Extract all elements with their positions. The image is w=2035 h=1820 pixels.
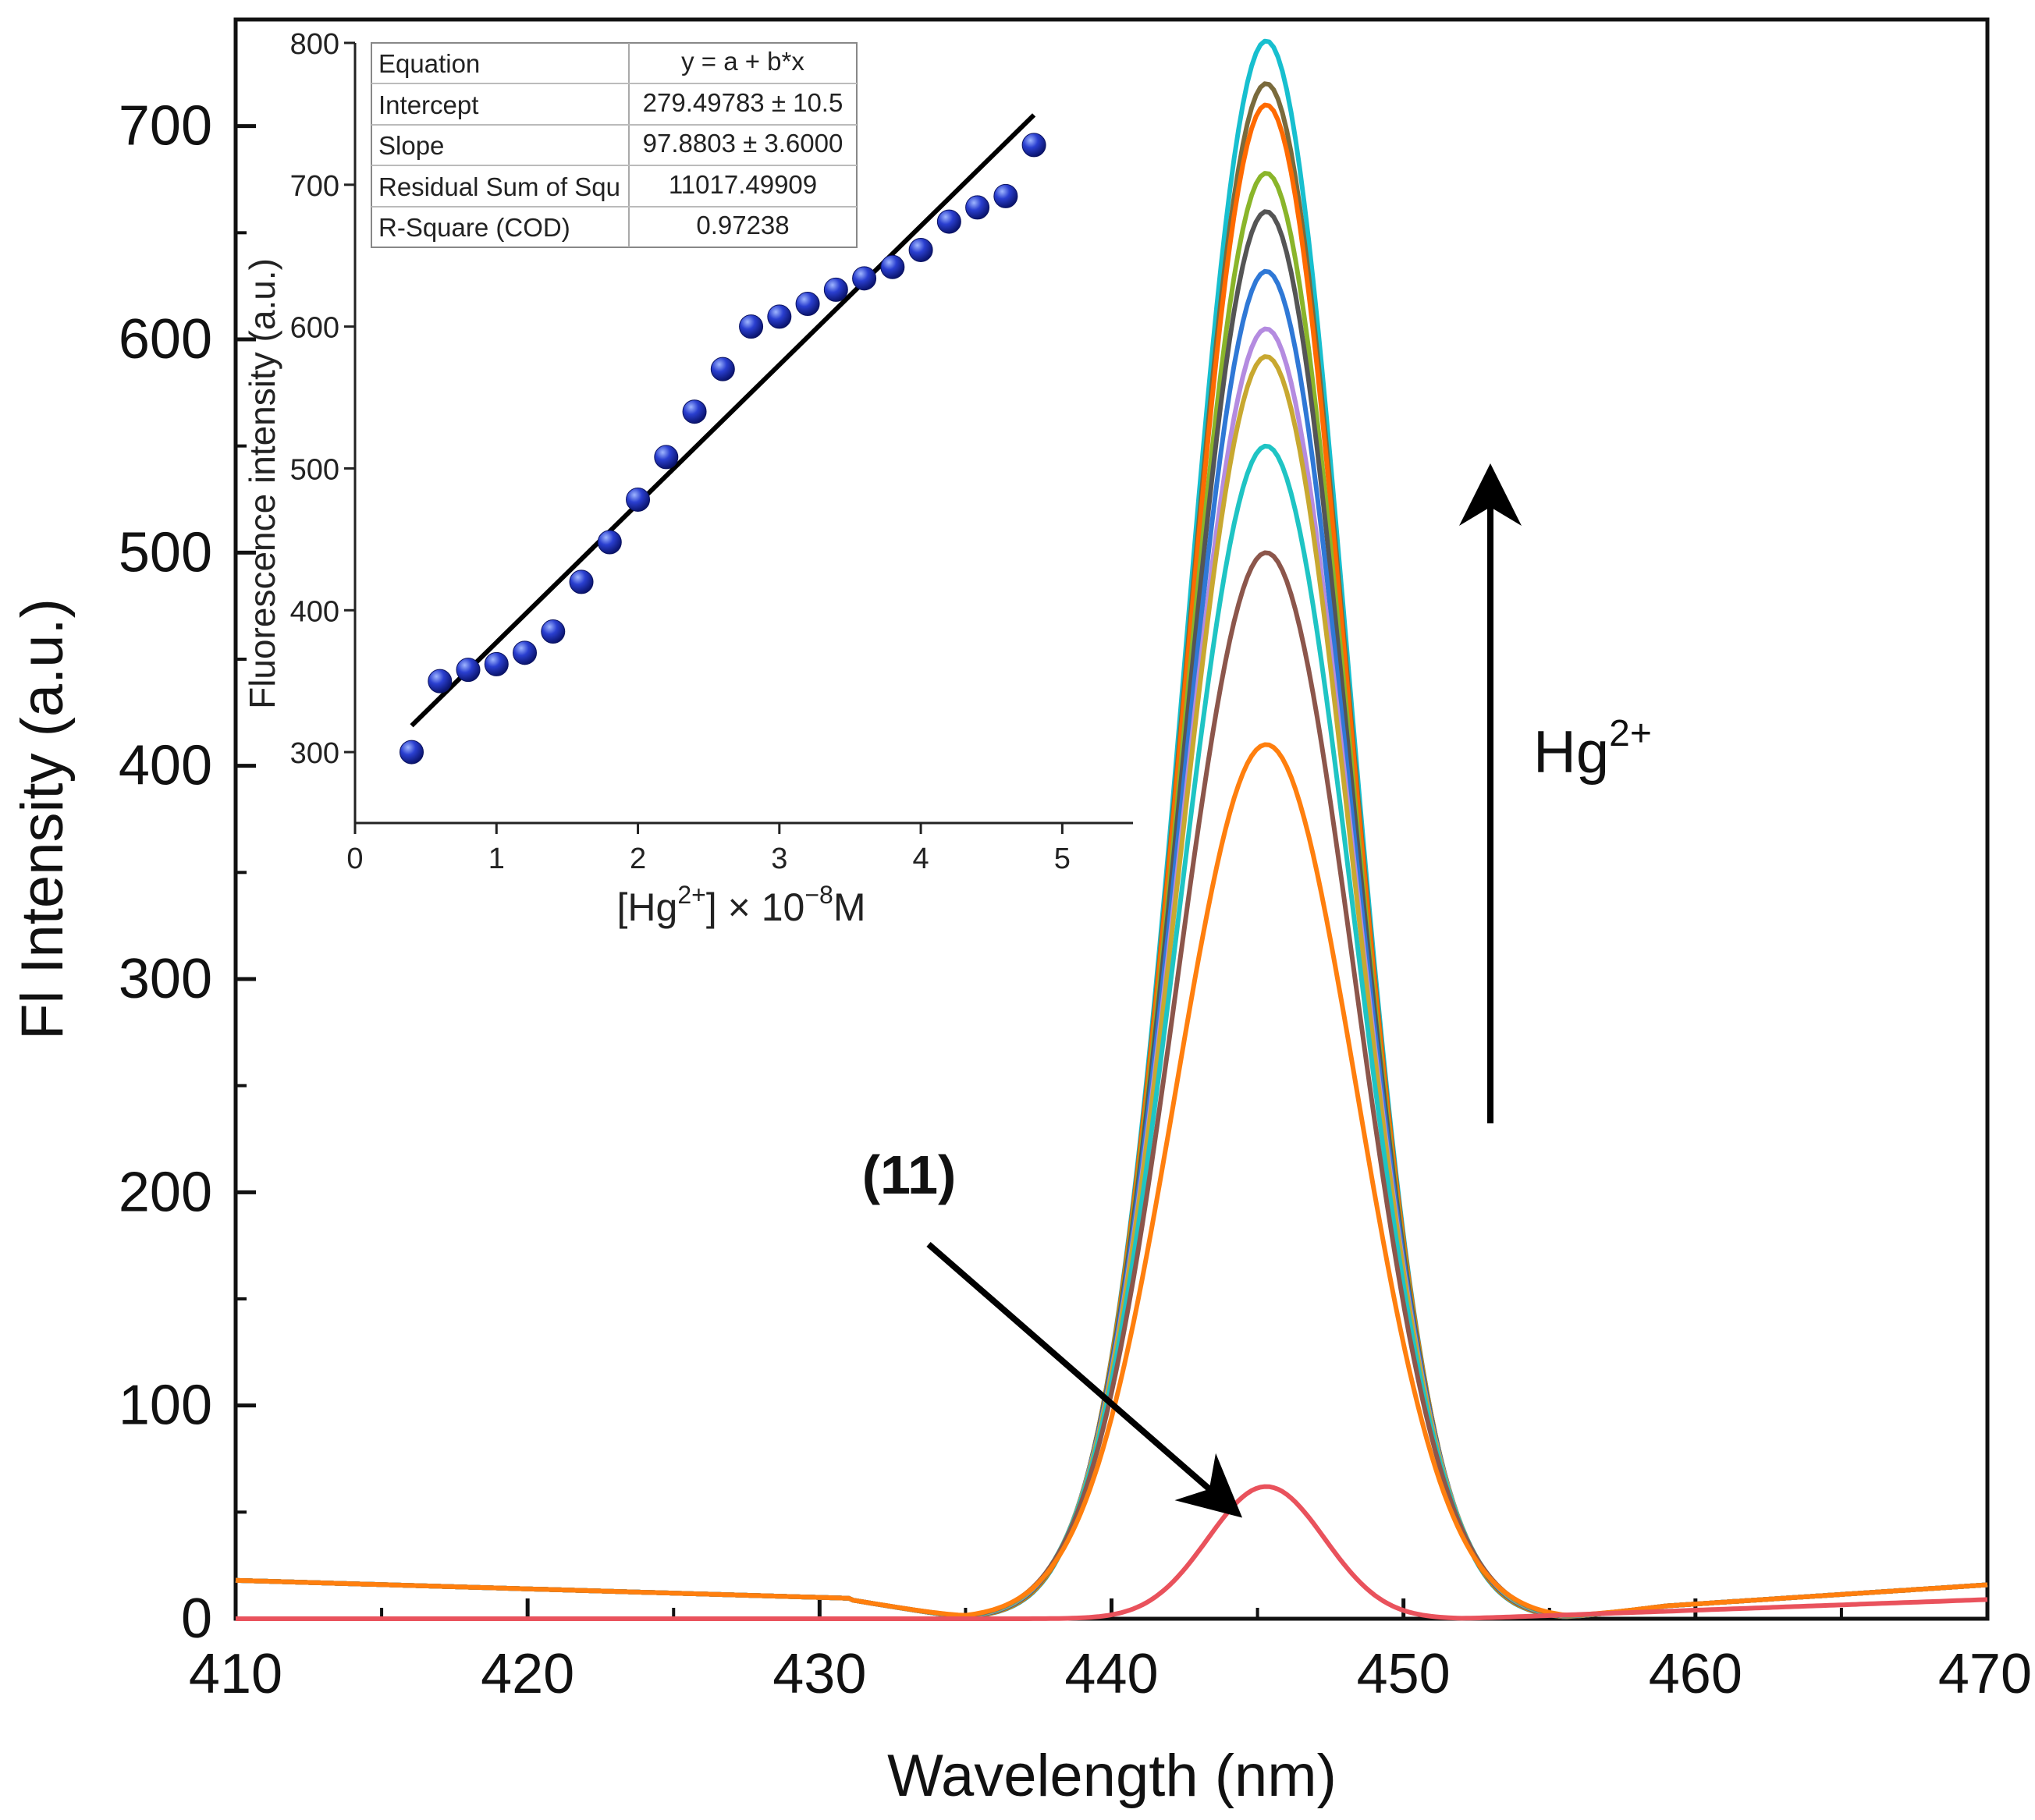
inset-data-point	[739, 314, 764, 339]
main-y-tick-label: 600	[119, 308, 212, 371]
inset-x-tick-label: 4	[913, 843, 929, 875]
inset-data-point	[908, 237, 933, 262]
inset-data-point	[993, 183, 1018, 208]
main-y-tick-label: 100	[119, 1375, 212, 1437]
spectrum-line	[235, 550, 1988, 1618]
fit-table-label-slope: Slope	[378, 131, 444, 160]
inset-x-label-end: M	[833, 885, 866, 929]
inset-data-point	[654, 445, 679, 470]
inset-data-point	[710, 357, 735, 381]
spectrum-line	[235, 354, 1988, 1619]
main-x-tick-label: 450	[1357, 1643, 1451, 1705]
main-y-axis-label: Fl Intensity (a.u.)	[9, 598, 76, 1040]
main-y-tick-label: 400	[119, 735, 212, 797]
hg-arrow-label-main: Hg	[1533, 719, 1609, 786]
inset-chart: 300 400 500 600 700 800 0 1 2 3 4 5 Fluorescence i…	[242, 28, 1133, 929]
inset-y-tick-label: 600	[290, 312, 339, 345]
main-y-axis: 0 100 200 300 400 500 600 700	[119, 95, 256, 1650]
inset-y-tick-label: 300	[290, 737, 339, 770]
fit-table-label-equation: Equation	[378, 49, 480, 78]
annotation-11-arrow	[926, 1241, 1243, 1518]
main-x-tick-label: 410	[189, 1643, 282, 1705]
main-spectra	[235, 38, 1988, 1621]
main-x-axis-label: Wavelength (nm)	[887, 1743, 1337, 1809]
main-x-tick-label: 460	[1649, 1643, 1742, 1705]
main-x-tick-label: 430	[772, 1643, 866, 1705]
inset-y-axis-label: Fluorescence intensity (a.u.)	[242, 258, 282, 709]
spectrum-line	[236, 1484, 1988, 1621]
inset-data-point	[823, 277, 848, 302]
main-x-tick-label: 470	[1938, 1643, 2032, 1705]
spectrum-line	[235, 742, 1988, 1618]
inset-data-point	[513, 640, 538, 665]
main-y-tick-label: 500	[119, 521, 212, 584]
inset-y-axis: 300 400 500 600 700 800	[290, 28, 355, 770]
fit-table-label-rsquare: R-Square (COD)	[378, 213, 570, 242]
inset-data-point	[456, 658, 481, 683]
inset-data-point	[767, 304, 792, 329]
main-y-tick-label: 0	[181, 1588, 212, 1650]
main-y-tick-label: 700	[119, 95, 212, 158]
inset-data-point	[936, 209, 961, 234]
main-y-tick-label: 200	[119, 1161, 212, 1223]
main-x-axis: 410 420 430 440 450 460 470	[189, 1598, 2032, 1705]
inset-x-label-sup1: 2+	[677, 881, 705, 909]
inset-y-tick-label: 500	[290, 453, 339, 486]
inset-x-tick-label: 5	[1054, 843, 1071, 875]
inset-data-point	[880, 254, 905, 279]
fit-table-value-slope: 97.8803 ± 3.6000	[643, 129, 843, 158]
inset-y-tick-label: 700	[290, 170, 339, 203]
fit-table-value-intercept: 279.49783 ± 10.5	[643, 88, 843, 117]
inset-x-label-sup2: −8	[804, 881, 833, 909]
inset-y-tick-label: 800	[290, 28, 339, 61]
inset-x-label-main: [Hg	[617, 885, 678, 929]
inset-data-point	[626, 487, 651, 512]
inset-data-point	[428, 669, 453, 694]
inset-data-point	[965, 195, 990, 220]
inset-x-axis: 0 1 2 3 4 5	[346, 823, 1071, 875]
main-y-tick-label: 300	[119, 948, 212, 1010]
inset-x-tick-label: 2	[630, 843, 646, 875]
inset-data-point	[541, 619, 566, 644]
fit-table-frame	[371, 42, 858, 248]
inset-y-tick-label: 400	[290, 595, 339, 628]
inset-x-tick-label: 3	[771, 843, 787, 875]
inset-x-tick-label: 1	[488, 843, 505, 875]
inset-x-tick-label: 0	[346, 843, 363, 875]
inset-data-point	[400, 740, 424, 765]
inset-data-point	[597, 530, 622, 555]
inset-data-point	[682, 399, 707, 424]
inset-data-point	[852, 266, 877, 291]
inset-data-point	[795, 292, 820, 317]
inset-data-point	[569, 569, 594, 594]
annotation-11-label: (11)	[862, 1144, 957, 1205]
fit-table-value-equation: y = a + b*x	[681, 47, 804, 76]
fit-table: Equation y = a + b*x Intercept 279.49783…	[371, 42, 858, 248]
fit-table-value-rsquare: 0.97238	[696, 211, 789, 239]
main-x-tick-label: 440	[1064, 1643, 1158, 1705]
main-x-tick-label: 420	[481, 1643, 574, 1705]
inset-x-axis-label: [Hg2+] × 10−8M	[617, 881, 866, 929]
spectrum-line	[235, 443, 1988, 1619]
inset-fit-line	[410, 113, 1036, 728]
fit-table-label-intercept: Intercept	[378, 90, 478, 119]
inset-data-point	[484, 651, 509, 676]
hg-arrow-label: Hg2+	[1533, 713, 1652, 786]
fit-table-value-residual: 11017.49909	[669, 170, 817, 199]
inset-x-label-mid: ] × 10	[706, 885, 805, 929]
hg-arrow-label-sup: 2+	[1609, 713, 1652, 754]
inset-data-point	[1021, 133, 1046, 158]
inset-data-points	[400, 133, 1046, 765]
fit-table-label-residual: Residual Sum of Squ	[378, 172, 620, 201]
